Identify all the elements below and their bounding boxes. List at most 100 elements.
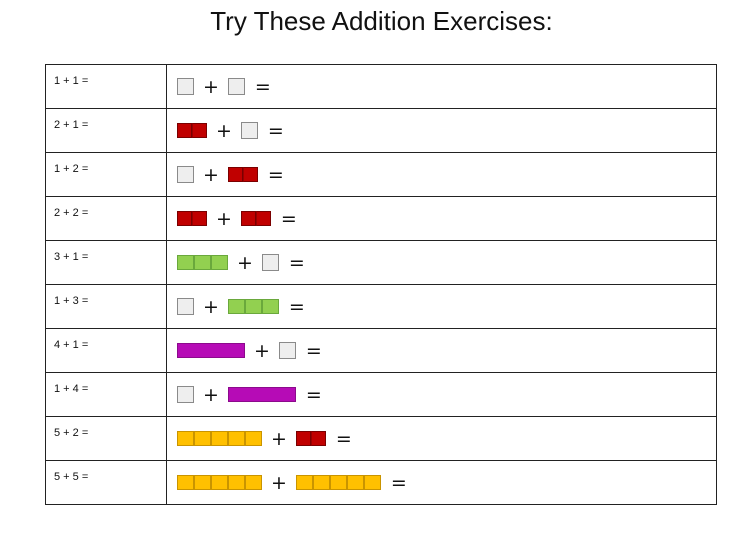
exercise-visual-cell: + = [166,240,717,285]
exercise-visual-cell: + = [166,64,717,109]
block-unit [228,431,245,446]
exercises-table: 1 + 1 = + = 2 + 1 = + = 1 + 2 = + = 2 + 2 = + = 3 + … [45,64,717,505]
equals-sign: = [390,471,407,494]
block-unit [192,211,207,226]
number-block-3 [177,255,228,270]
block-unit [244,299,262,314]
block-unit [255,211,271,226]
plus-sign: + [203,295,219,318]
plus-sign: + [271,427,287,450]
exercise-visual-cell: + = [166,284,717,329]
exercise-label-cell: 1 + 4 = [45,372,167,417]
block-unit [177,255,194,270]
exercise-label-cell: 3 + 1 = [45,240,167,285]
plus-sign: + [216,207,232,230]
exercise-visual-cell: + = [166,152,717,197]
exercise-label-cell: 2 + 1 = [45,108,167,153]
exercise-visual: + = [167,461,716,504]
equals-sign: = [267,163,284,186]
block-unit [240,122,258,139]
exercise-label: 2 + 2 = [54,207,89,219]
number-block-1 [177,78,194,95]
equals-sign: = [335,427,352,450]
block-unit [227,78,245,95]
exercise-row: 1 + 2 = + = [45,152,717,197]
block-unit [194,431,211,446]
exercise-label-cell: 5 + 2 = [45,416,167,461]
exercise-row: 1 + 3 = + = [45,284,717,329]
number-block-5 [177,431,262,446]
block-unit [278,387,296,402]
plus-sign: + [216,119,232,142]
exercise-visual-cell: + = [166,416,717,461]
number-block-2 [240,211,271,226]
block-unit [177,166,194,183]
block-unit [177,211,192,226]
exercise-row: 1 + 1 = + = [45,64,717,109]
block-unit [363,475,381,490]
number-block-1 [177,166,194,183]
block-unit [211,343,228,358]
block-unit [228,475,245,490]
equals-sign: = [288,251,305,274]
block-unit [227,299,245,314]
exercise-label: 1 + 4 = [54,383,89,395]
exercise-visual-cell: + = [166,108,717,153]
plus-sign: + [203,75,219,98]
block-unit [312,475,330,490]
exercise-label: 4 + 1 = [54,339,89,351]
block-unit [329,475,347,490]
number-block-2 [295,431,326,446]
exercise-row: 4 + 1 = + = [45,328,717,373]
exercise-label-cell: 5 + 5 = [45,460,167,505]
block-unit [227,387,245,402]
exercise-label: 5 + 2 = [54,427,89,439]
block-unit [295,475,313,490]
block-unit [211,475,228,490]
block-unit [245,431,262,446]
block-unit [261,387,279,402]
plus-sign: + [203,383,219,406]
block-unit [295,431,311,446]
exercise-label-cell: 1 + 2 = [45,152,167,197]
number-block-1 [278,342,296,359]
exercise-visual-cell: + = [166,460,717,505]
block-unit [177,123,192,138]
block-unit [177,431,194,446]
number-block-3 [227,299,279,314]
block-unit [177,78,194,95]
block-unit [177,298,194,315]
plus-sign: + [271,471,287,494]
number-block-5 [295,475,381,490]
exercise-visual: + = [167,373,716,416]
number-block-2 [177,123,207,138]
exercise-label-cell: 1 + 3 = [45,284,167,329]
exercise-visual: + = [167,329,716,372]
number-block-1 [227,78,245,95]
plus-sign: + [237,251,253,274]
block-unit [177,475,194,490]
exercise-label: 5 + 5 = [54,471,89,483]
number-block-1 [177,386,194,403]
number-block-1 [261,254,279,271]
number-block-4 [177,343,245,358]
block-unit [211,431,228,446]
number-block-2 [227,167,258,182]
block-unit [244,387,262,402]
number-block-4 [227,387,296,402]
block-unit [240,211,256,226]
exercise-label: 1 + 1 = [54,75,89,87]
exercise-visual: + = [167,65,716,108]
exercise-label: 1 + 2 = [54,163,89,175]
exercise-visual-cell: + = [166,328,717,373]
exercise-row: 5 + 2 = + = [45,416,717,461]
number-block-5 [177,475,262,490]
number-block-1 [240,122,258,139]
equals-sign: = [288,295,305,318]
exercise-row: 5 + 5 = + = [45,460,717,505]
exercise-visual: + = [167,285,716,328]
exercise-visual: + = [167,417,716,460]
block-unit [245,475,262,490]
exercise-row: 2 + 2 = + = [45,196,717,241]
block-unit [194,475,211,490]
